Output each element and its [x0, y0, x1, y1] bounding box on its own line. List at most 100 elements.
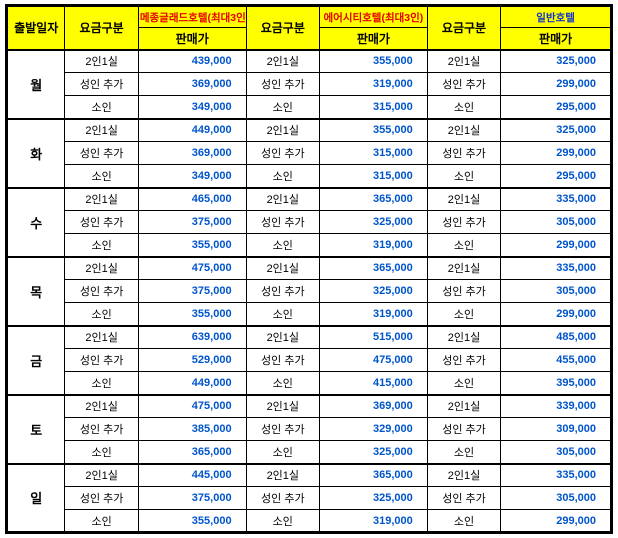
- fare-category-cell: 2인1실: [64, 462, 139, 487]
- fare-category-cell: 소인: [245, 371, 321, 395]
- fare-category-cell: 소인: [64, 233, 139, 257]
- price-cell: 395,000: [500, 371, 612, 395]
- price-cell: 295,000: [500, 164, 612, 188]
- price-cell: 325,000: [319, 210, 428, 234]
- price-cell: 325,000: [319, 279, 428, 303]
- fare-category-cell: 2인1실: [245, 324, 321, 349]
- price-cell: 445,000: [137, 462, 247, 487]
- price-cell: 455,000: [500, 348, 612, 372]
- table-header: 출발일자 요금구분 메종글래드호텔(최대3인) 요금구분 에어시티호텔(최대3인…: [5, 5, 612, 50]
- fare-category-cell: 소인: [245, 95, 321, 119]
- price-cell: 325,000: [500, 48, 612, 73]
- table-row: 소인 365,000 소인 325,000 소인 305,000: [7, 440, 612, 464]
- fare-category-cell: 2인1실: [426, 117, 502, 142]
- price-cell: 339,000: [500, 393, 612, 418]
- table-row: 목 2인1실 475,000 2인1실 365,000 2인1실 335,000: [5, 255, 612, 326]
- header-sale-price-1: 판매가: [137, 27, 247, 50]
- fare-category-cell: 소인: [245, 164, 321, 188]
- price-cell: 305,000: [500, 210, 612, 234]
- fare-category-cell: 소인: [426, 95, 502, 119]
- price-cell: 295,000: [500, 95, 612, 119]
- price-cell: 365,000: [137, 440, 247, 464]
- header-sale-price-3: 판매가: [500, 27, 612, 50]
- fare-category-cell: 소인: [64, 509, 139, 533]
- fare-category-cell: 성인 추가: [426, 72, 502, 96]
- departure-day-label: 금: [5, 324, 66, 395]
- fare-category-cell: 2인1실: [245, 255, 321, 280]
- header-hotel-aircity: 에어시티호텔(최대3인): [319, 5, 428, 28]
- departure-day-label: 일: [5, 462, 66, 533]
- price-cell: 485,000: [500, 324, 612, 349]
- fare-category-cell: 성인 추가: [64, 417, 139, 441]
- header-fare-category-3: 요금구분: [426, 5, 502, 50]
- fare-category-cell: 소인: [245, 440, 321, 464]
- fare-category-cell: 2인1실: [245, 393, 321, 418]
- fare-category-cell: 소인: [245, 233, 321, 257]
- fare-category-cell: 2인1실: [64, 117, 139, 142]
- price-cell: 415,000: [319, 371, 428, 395]
- fare-category-cell: 성인 추가: [245, 486, 321, 510]
- price-cell: 365,000: [319, 255, 428, 280]
- table-row: 성인 추가 375,000 성인 추가 325,000 성인 추가 305,000: [7, 279, 612, 303]
- departure-day-label: 월: [5, 48, 66, 119]
- fare-category-cell: 소인: [426, 509, 502, 533]
- fare-category-cell: 소인: [245, 509, 321, 533]
- fare-category-cell: 2인1실: [245, 462, 321, 487]
- fare-category-cell: 성인 추가: [426, 417, 502, 441]
- fare-category-cell: 성인 추가: [64, 141, 139, 165]
- price-cell: 325,000: [319, 486, 428, 510]
- price-cell: 315,000: [319, 164, 428, 188]
- table-row: 소인 355,000 소인 319,000 소인 299,000: [7, 302, 612, 326]
- fare-category-cell: 2인1실: [64, 324, 139, 349]
- fare-category-cell: 성인 추가: [426, 486, 502, 510]
- fare-category-cell: 성인 추가: [245, 348, 321, 372]
- departure-day-label: 화: [5, 117, 66, 188]
- price-cell: 315,000: [319, 95, 428, 119]
- fare-category-cell: 소인: [64, 302, 139, 326]
- price-cell: 529,000: [137, 348, 247, 372]
- fare-category-cell: 성인 추가: [426, 279, 502, 303]
- price-cell: 355,000: [319, 117, 428, 142]
- fare-category-cell: 성인 추가: [64, 279, 139, 303]
- price-cell: 335,000: [500, 186, 612, 211]
- table-row: 수 2인1실 465,000 2인1실 365,000 2인1실 335,000: [5, 186, 612, 257]
- fare-category-cell: 2인1실: [245, 117, 321, 142]
- fare-category-cell: 성인 추가: [64, 486, 139, 510]
- price-cell: 355,000: [137, 302, 247, 326]
- fare-category-cell: 소인: [426, 302, 502, 326]
- price-cell: 299,000: [500, 302, 612, 326]
- table-row: 소인 349,000 소인 315,000 소인 295,000: [7, 95, 612, 119]
- table-row: 소인 449,000 소인 415,000 소인 395,000: [7, 371, 612, 395]
- price-cell: 515,000: [319, 324, 428, 349]
- price-cell: 639,000: [137, 324, 247, 349]
- price-cell: 375,000: [137, 210, 247, 234]
- price-cell: 299,000: [500, 233, 612, 257]
- price-cell: 305,000: [500, 440, 612, 464]
- table-row: 성인 추가 529,000 성인 추가 475,000 성인 추가 455,000: [7, 348, 612, 372]
- fare-category-cell: 소인: [426, 440, 502, 464]
- departure-day-label: 목: [5, 255, 66, 326]
- table-row: 토 2인1실 475,000 2인1실 369,000 2인1실 339,000: [5, 393, 612, 464]
- price-cell: 365,000: [319, 462, 428, 487]
- table-row: 성인 추가 375,000 성인 추가 325,000 성인 추가 305,000: [7, 486, 612, 510]
- price-cell: 335,000: [500, 255, 612, 280]
- price-cell: 439,000: [137, 48, 247, 73]
- fare-category-cell: 성인 추가: [245, 417, 321, 441]
- hotel-price-table: 출발일자 요금구분 메종글래드호텔(최대3인) 요금구분 에어시티호텔(최대3인…: [5, 4, 613, 534]
- price-cell: 449,000: [137, 117, 247, 142]
- fare-category-cell: 2인1실: [426, 48, 502, 73]
- fare-category-cell: 2인1실: [64, 48, 139, 73]
- price-cell: 375,000: [137, 486, 247, 510]
- price-cell: 475,000: [137, 255, 247, 280]
- table-row: 성인 추가 385,000 성인 추가 329,000 성인 추가 309,000: [7, 417, 612, 441]
- price-cell: 369,000: [319, 393, 428, 418]
- price-cell: 325,000: [500, 117, 612, 142]
- price-cell: 329,000: [319, 417, 428, 441]
- price-cell: 319,000: [319, 233, 428, 257]
- header-departure-date: 출발일자: [5, 5, 66, 50]
- fare-category-cell: 소인: [426, 233, 502, 257]
- price-cell: 319,000: [319, 302, 428, 326]
- price-cell: 335,000: [500, 462, 612, 487]
- fare-category-cell: 소인: [64, 95, 139, 119]
- fare-category-cell: 2인1실: [426, 186, 502, 211]
